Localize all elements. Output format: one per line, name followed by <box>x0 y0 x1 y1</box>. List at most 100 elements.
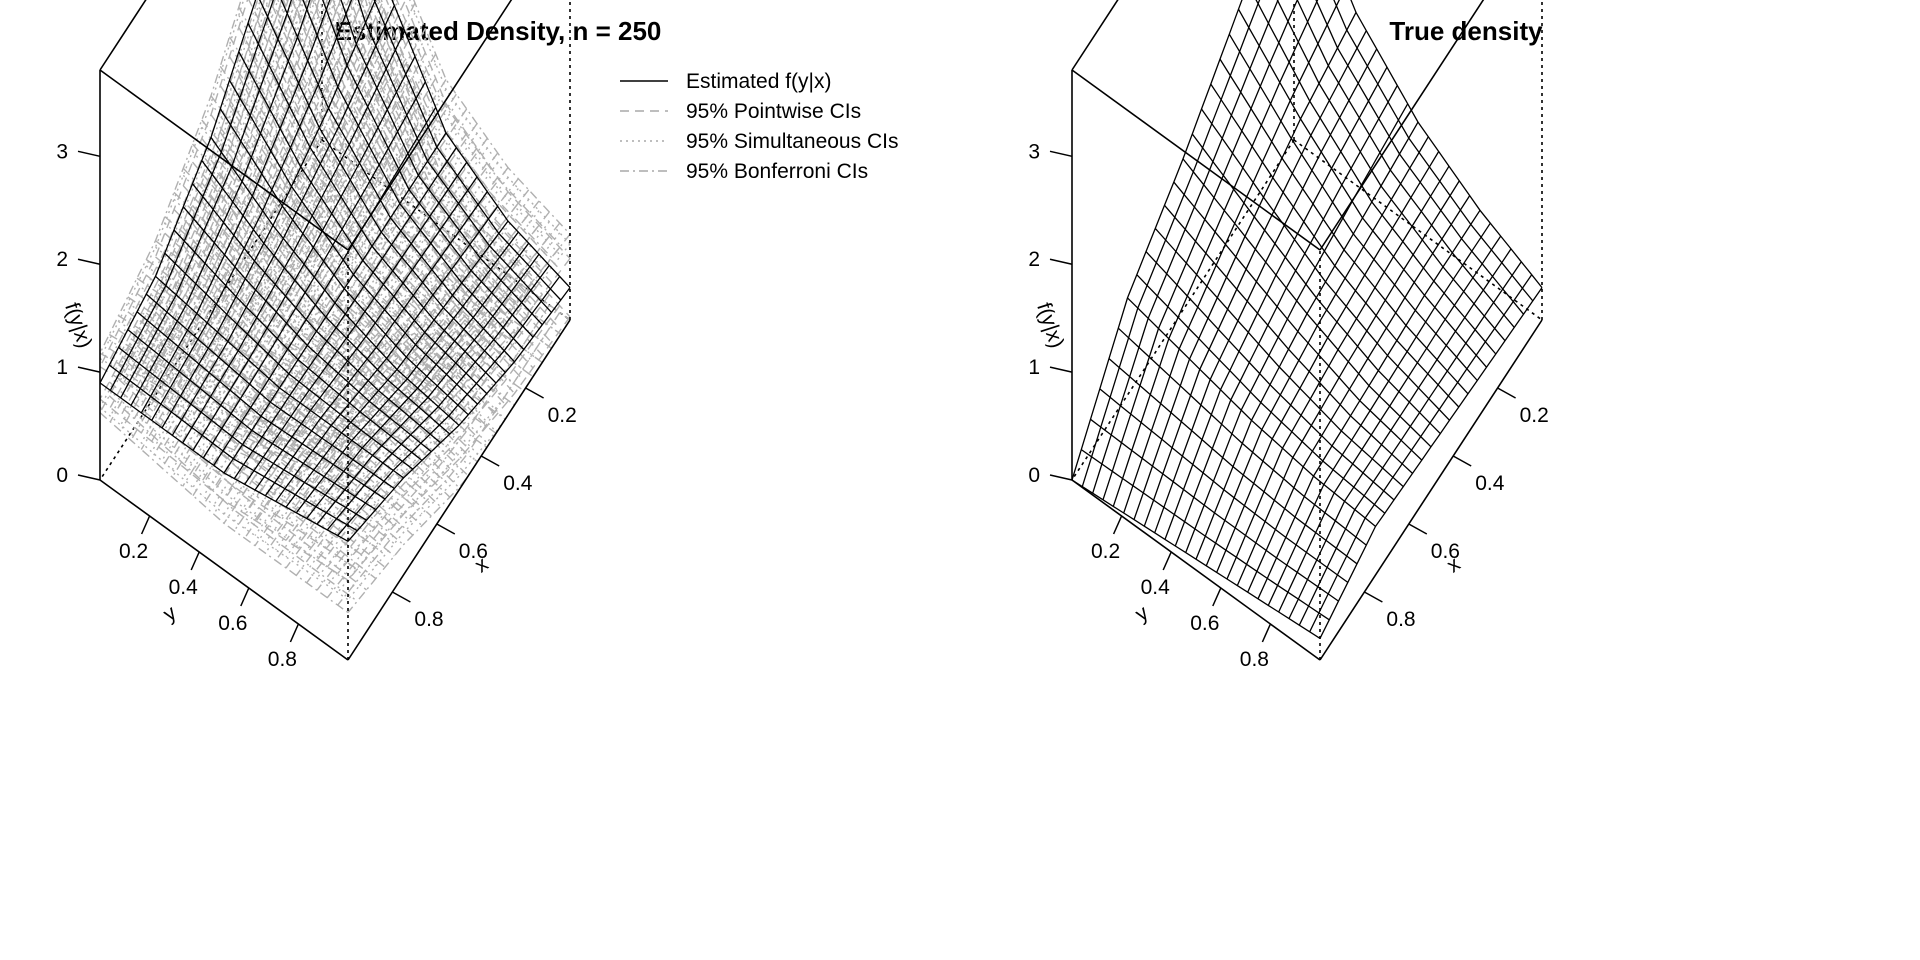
density-surface <box>1071 479 1321 639</box>
z-tick-label: 2 <box>56 248 68 271</box>
y-tick-label: 0.8 <box>268 648 297 671</box>
ci-surface-bonferroni <box>219 65 469 354</box>
y-tick-mark <box>140 515 151 535</box>
x-tick-mark <box>1364 591 1383 603</box>
ci-surface-pointwise <box>118 329 367 483</box>
density-surface <box>1092 0 1279 494</box>
ci-surface-bonferroni <box>219 150 469 477</box>
ci-surface-bonferroni <box>108 333 358 461</box>
ci-surface-bonferroni <box>233 200 457 532</box>
ci-surface-pointwise <box>306 213 530 484</box>
y-axis-label: y <box>159 601 181 626</box>
ci-surface-pointwise <box>326 294 550 568</box>
ci-surface-simultaneous <box>326 221 550 475</box>
x-tick-label: 0.4 <box>503 472 533 495</box>
ci-surface-simultaneous <box>254 132 478 445</box>
x-tick-label: 0.2 <box>548 404 577 427</box>
box-edge <box>347 319 571 661</box>
ci-surface-pointwise <box>99 398 349 581</box>
ci-surface-bonferroni <box>303 0 534 378</box>
z-tick-label: 3 <box>1028 140 1040 163</box>
ci-surface-pointwise <box>164 232 414 434</box>
density-surface <box>1278 235 1502 613</box>
ci-surface-bonferroni <box>316 200 540 459</box>
ci-surface-bonferroni <box>99 412 349 614</box>
legend-entry: 95% Pointwise CIs <box>686 100 861 123</box>
ci-surface-pointwise <box>347 316 571 581</box>
z-tick-label: 3 <box>56 140 68 163</box>
y-axis-label: y <box>1131 601 1153 626</box>
ci-surface-simultaneous <box>213 63 437 426</box>
density-surface <box>1296 0 1515 328</box>
z-axis-label: f(y|x) <box>60 300 96 351</box>
ci-surface-simultaneous <box>202 125 426 497</box>
ci-surface-pointwise <box>173 250 423 497</box>
ci-surface-bonferroni <box>140 0 313 377</box>
ci-surface-bonferroni <box>228 36 478 344</box>
ci-surface-simultaneous <box>108 389 358 589</box>
ci-surface-pointwise <box>192 26 416 427</box>
legend-entry: 95% Simultaneous CIs <box>686 130 898 153</box>
x-tick-mark <box>480 455 500 467</box>
ci-surface-bonferroni <box>192 109 416 496</box>
z-tick-mark <box>77 150 101 158</box>
box-edge <box>1319 0 1485 251</box>
ci-surface-simultaneous <box>151 0 370 453</box>
z-tick-label: 0 <box>56 464 68 487</box>
density-surface <box>108 364 358 532</box>
density-surface <box>1298 261 1522 626</box>
ci-surface-bonferroni <box>254 123 478 435</box>
density-surface <box>1164 204 1413 474</box>
ci-surface-bonferroni <box>118 315 367 452</box>
z-tick-mark <box>1049 258 1073 265</box>
box-edge <box>1071 479 1321 661</box>
density-surface <box>316 253 540 525</box>
z-tick-label: 0 <box>1028 464 1040 487</box>
z-tick-label: 1 <box>1028 356 1040 379</box>
z-tick-mark <box>1049 474 1073 481</box>
ci-surface-bonferroni <box>171 0 374 394</box>
ci-surface-simultaneous <box>130 0 298 378</box>
density-surface <box>1210 83 1460 408</box>
ci-surface-bonferroni <box>118 378 367 591</box>
true-density-panel: True density 0 1 2 3 0.2 0.4 0.6 0.8 0.2 0.4 0.6 0.… <box>1028 0 1549 671</box>
y-tick-label: 0.6 <box>218 612 247 635</box>
box-edge <box>1071 0 1119 71</box>
ci-surface-pointwise <box>326 235 550 494</box>
box-edge <box>347 0 513 251</box>
z-tick-mark <box>77 366 101 373</box>
x-tick-label: 0.8 <box>414 608 443 631</box>
ci-surface-bonferroni <box>99 352 349 471</box>
box-edge-hidden <box>1293 139 1543 321</box>
box-edge <box>99 479 349 661</box>
density-surface <box>1099 388 1349 583</box>
ci-surface-simultaneous <box>155 304 404 534</box>
density-surface <box>1288 248 1512 619</box>
density-surface <box>326 265 550 531</box>
x-tick-mark <box>1497 387 1516 399</box>
density-surface <box>1117 327 1367 546</box>
ci-surface-simultaneous <box>244 205 468 529</box>
ci-surface-pointwise <box>316 224 540 489</box>
density-surface <box>1071 0 1243 481</box>
ci-surface-simultaneous <box>140 0 316 384</box>
y-tick-label: 0.2 <box>1091 540 1120 563</box>
ci-surface-pointwise <box>164 272 414 506</box>
ci-surface-pointwise <box>337 305 561 574</box>
ci-surface-simultaneous <box>233 103 457 437</box>
ci-surface-bonferroni <box>395 0 562 247</box>
ci-surface-bonferroni <box>322 0 525 293</box>
density-surface <box>1315 0 1525 315</box>
y-tick-mark <box>1212 587 1222 607</box>
y-tick-mark <box>1162 551 1172 571</box>
density-surface <box>347 287 571 542</box>
estimated-density-panel: Estimated Density, n = 250 01230.20.40.6… <box>56 0 898 671</box>
x-tick-label: 0.6 <box>1431 540 1460 563</box>
density-surface <box>1309 274 1533 633</box>
z-tick-label: 1 <box>56 356 68 379</box>
ci-surface-simultaneous <box>285 264 509 558</box>
z-tick-mark <box>1049 150 1073 158</box>
y-tick-mark <box>190 551 200 571</box>
density-surface <box>127 329 377 511</box>
